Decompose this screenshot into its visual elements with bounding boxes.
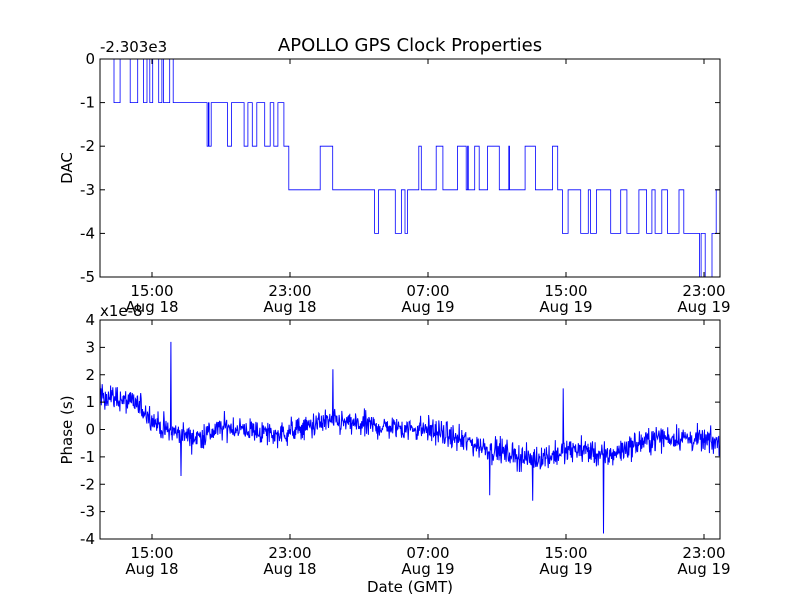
y-tick-label: 0 [85,421,95,439]
x-tick-time-label: 23:00 [268,544,311,562]
phase-y-ticks: 4 3 2 1 0 -1 -2 -3 -4 [80,311,720,548]
x-tick-date-label: Aug 18 [125,298,178,316]
x-tick-time-label: 15:00 [130,544,173,562]
x-tick-time-label: 07:00 [406,544,449,562]
y-tick-label: 0 [85,50,95,68]
x-tick-time-label: 23:00 [268,282,311,300]
x-tick-time-label: 23:00 [682,282,725,300]
x-tick-time-label: 15:00 [130,282,173,300]
y-tick-label: -2 [80,475,95,493]
x-tick-time-label: 23:00 [682,544,725,562]
phase-offset-text: x1e-8 [100,302,143,320]
y-tick-label: 2 [85,366,95,384]
phase-series [99,341,721,534]
x-tick-time-label: 07:00 [406,282,449,300]
dac-series [100,58,720,278]
y-tick-label: -3 [80,503,95,521]
chart-title: APOLLO GPS Clock Properties [278,35,542,56]
x-tick-date-label: Aug 18 [263,560,316,578]
y-tick-label: -1 [80,94,95,112]
y-tick-label: 4 [85,311,95,329]
x-tick-time-label: 15:00 [544,282,587,300]
x-tick-date-label: Aug 19 [677,560,730,578]
dac-y-ticks: 0 -1 -2 -3 -4 -5 [80,50,720,286]
y-tick-label: -4 [80,224,95,242]
y-tick-label: -5 [80,268,95,286]
y-tick-label: 3 [85,338,95,356]
dac-line [100,58,720,278]
phase-xlabel: Date (GMT) [367,578,453,596]
x-tick-date-label: Aug 19 [539,560,592,578]
dac-ylabel: DAC [58,152,76,184]
dac-axes-frame [99,58,721,278]
x-tick-date-label: Aug 18 [263,298,316,316]
y-tick-label: -4 [80,530,95,548]
x-tick-date-label: Aug 19 [401,298,454,316]
phase-line [99,341,721,534]
x-tick-date-label: Aug 19 [677,298,730,316]
x-tick-time-label: 15:00 [544,544,587,562]
dac-offset-text: -2.303e3 [100,38,167,56]
y-tick-label: -3 [80,181,95,199]
x-tick-date-label: Aug 18 [125,560,178,578]
x-tick-date-label: Aug 19 [539,298,592,316]
x-tick-date-label: Aug 19 [401,560,454,578]
y-tick-label: 1 [85,393,95,411]
y-tick-label: -2 [80,137,95,155]
phase-ylabel: Phase (s) [58,395,76,464]
y-tick-label: -1 [80,448,95,466]
